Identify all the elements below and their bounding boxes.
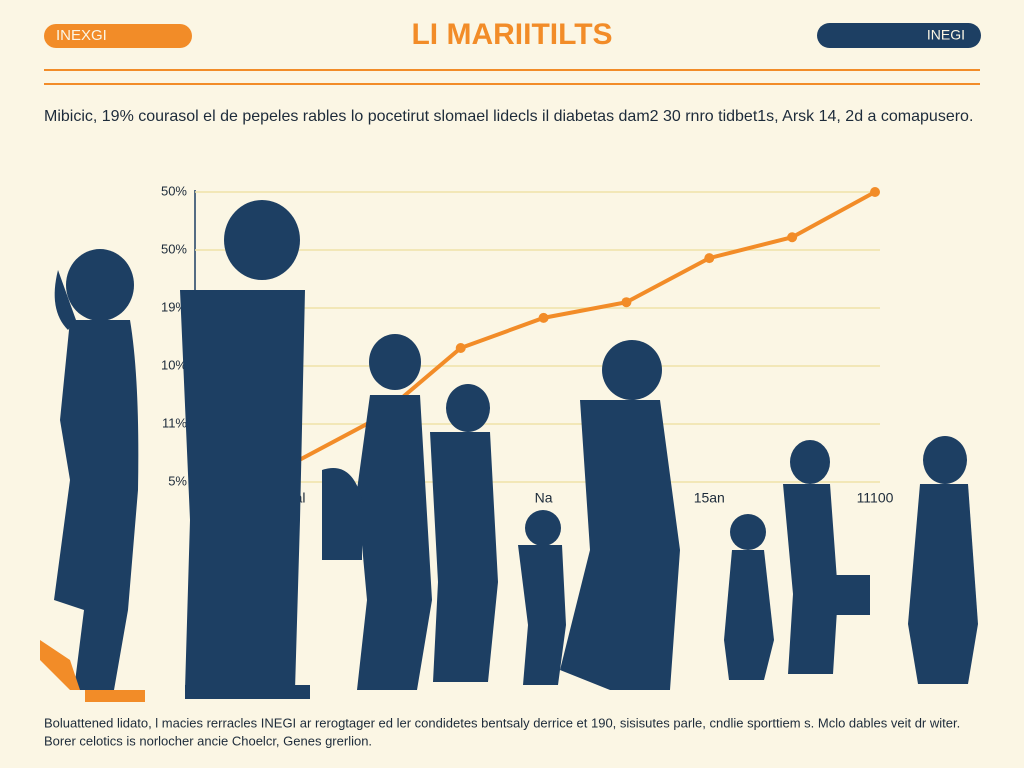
chart-title: LI MARIITILTS <box>411 18 612 51</box>
badge-text: INEGI <box>927 27 965 43</box>
x-tick-label: 15an <box>694 490 725 506</box>
x-tick-label: 11100 <box>857 490 894 506</box>
y-tick-label: 10% <box>161 357 187 372</box>
footer: Borer celotics is norlocher ancie Choelc… <box>44 733 372 748</box>
silhouettes <box>40 200 978 702</box>
footer: Boluattened lidato, l macies rerracles I… <box>44 715 960 730</box>
badge <box>817 23 981 48</box>
y-tick-label: 5% <box>168 473 187 488</box>
y-tick-label: 50% <box>161 241 187 256</box>
badge-text: INEXGI <box>56 27 107 44</box>
x-tick-label: Na <box>535 490 553 506</box>
y-tick-label: 50% <box>161 183 187 198</box>
data-point <box>621 297 632 308</box>
badge <box>44 24 192 48</box>
data-point <box>538 312 549 323</box>
subtitle: Mibicic, 19% courasol el de pepeles rabl… <box>44 108 973 125</box>
data-point <box>455 343 466 354</box>
data-point <box>787 232 798 243</box>
data-point <box>870 187 880 197</box>
data-point <box>704 253 715 264</box>
y-tick-label: 11% <box>162 415 187 430</box>
